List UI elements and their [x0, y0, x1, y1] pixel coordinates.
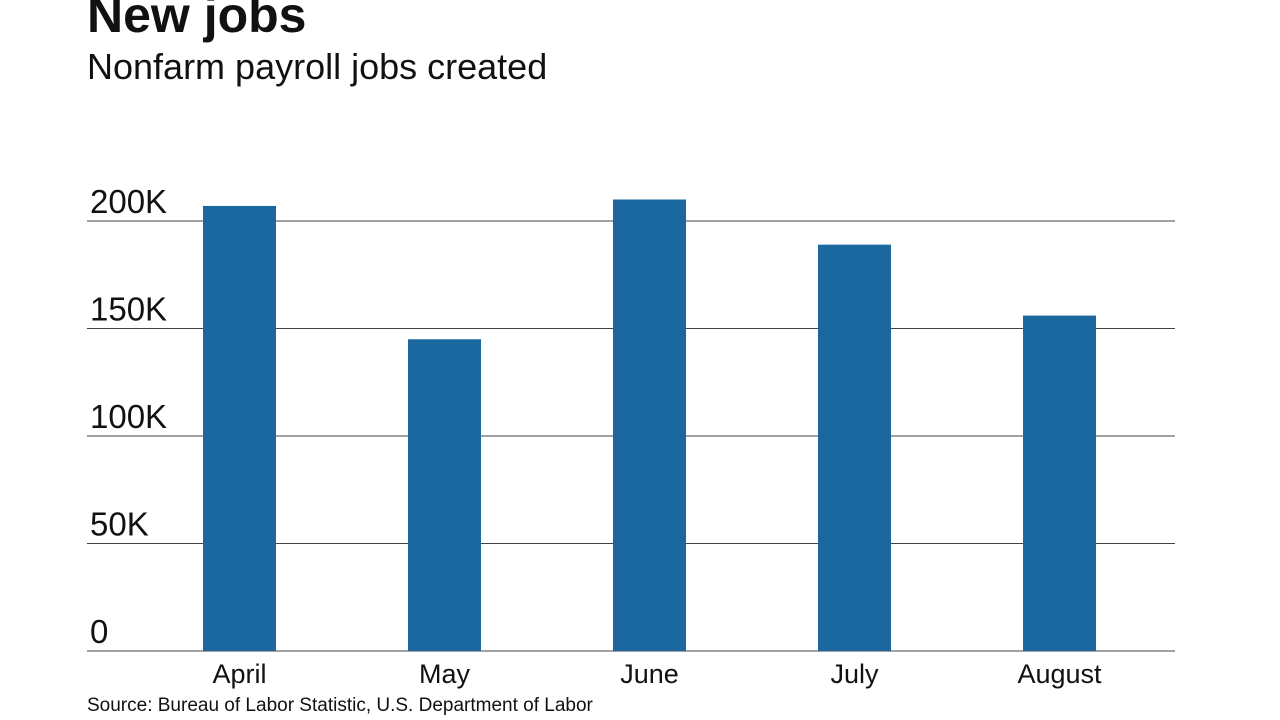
bar [613, 199, 686, 651]
x-tick-label: April [212, 659, 266, 689]
bar [818, 244, 891, 651]
y-tick-label: 200K [90, 183, 167, 220]
x-tick-label: July [830, 659, 879, 689]
x-tick-label: May [419, 659, 471, 689]
y-tick-label: 0 [90, 613, 108, 650]
y-tick-label: 50K [90, 506, 149, 543]
y-tick-label: 150K [90, 291, 167, 328]
bar [408, 339, 481, 651]
x-tick-label: August [1017, 659, 1102, 689]
y-tick-label: 100K [90, 398, 167, 435]
source-note: Source: Bureau of Labor Statistic, U.S. … [87, 695, 594, 716]
chart-title: New jobs [87, 0, 306, 43]
bar [203, 205, 276, 651]
chart-subtitle: Nonfarm payroll jobs created [87, 46, 547, 87]
x-tick-label: June [620, 659, 679, 689]
bar [1023, 315, 1096, 651]
